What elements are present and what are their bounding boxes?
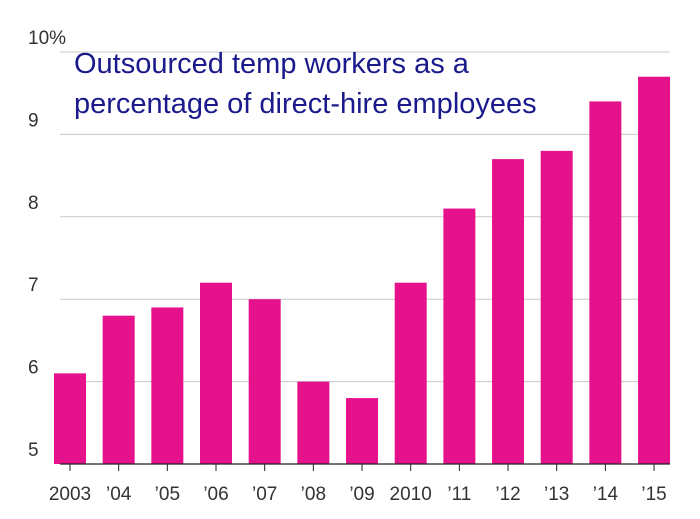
- bar: [200, 282, 233, 464]
- y-tick-label: 8: [28, 193, 39, 214]
- y-tick-label: 6: [28, 358, 39, 379]
- y-tick-label: 7: [28, 275, 39, 296]
- x-tick-label: ’05: [155, 484, 180, 505]
- x-tick-label: 2003: [49, 484, 91, 505]
- x-tick-label: ’09: [349, 484, 374, 505]
- x-tick-label: ’12: [495, 484, 520, 505]
- x-tick-label: ’15: [641, 484, 666, 505]
- x-tick-label: ’07: [252, 484, 277, 505]
- bar: [346, 398, 379, 464]
- bar: [151, 307, 184, 464]
- x-tick-label: 2010: [390, 484, 432, 505]
- y-tick-label: 10%: [28, 28, 66, 49]
- bar: [589, 101, 622, 464]
- bar: [54, 373, 86, 464]
- bar: [297, 381, 330, 464]
- bar: [394, 282, 427, 464]
- bar: [540, 150, 573, 464]
- x-axis: 2003 ’04 ’05 ’06 ’07 ’08 ’09 2010 ’11 ’12 ’13 ’14 ’1…: [49, 464, 667, 505]
- y-tick-label: 5: [28, 440, 39, 461]
- bar: [638, 76, 671, 464]
- x-tick-label: ’08: [301, 484, 326, 505]
- y-axis-tick-labels: 5 6 7 8 9 10%: [28, 28, 66, 461]
- bar: [443, 208, 476, 464]
- x-tick-label: ’13: [544, 484, 569, 505]
- bar: [492, 159, 525, 464]
- bar: [102, 315, 135, 464]
- y-tick-label: 9: [28, 110, 39, 131]
- bar: [248, 299, 281, 464]
- x-tick-label: ’04: [106, 484, 132, 505]
- chart-title-line-2: percentage of direct-hire employees: [74, 88, 537, 120]
- chart-title-line-1: Outsourced temp workers as a: [74, 48, 470, 80]
- x-tick-label: ’11: [447, 484, 471, 505]
- x-tick-label: ’06: [203, 484, 228, 505]
- x-tick-label: ’14: [593, 484, 619, 505]
- bars: [54, 76, 671, 464]
